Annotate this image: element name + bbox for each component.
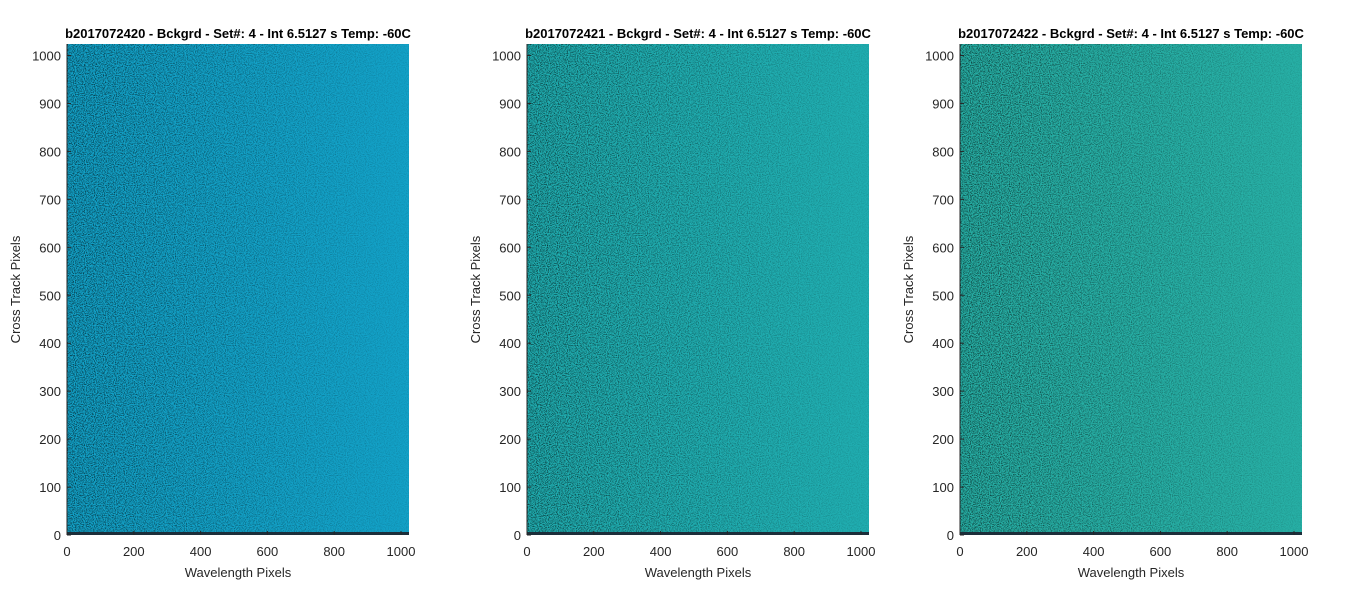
y-tick-label: 1000: [925, 49, 954, 64]
heatmap-noise-layer: [67, 44, 409, 535]
y-tick-label: 0: [947, 528, 954, 543]
y-tick-label: 400: [932, 336, 954, 351]
y-tick-label: 900: [499, 96, 521, 111]
panel-title: b2017072420 - Bckgrd - Set#: 4 - Int 6.5…: [65, 26, 411, 41]
x-tick-label: 0: [63, 544, 70, 559]
y-tick-label: 800: [932, 144, 954, 159]
y-tick-label: 700: [39, 192, 61, 207]
x-axis-label: Wavelength Pixels: [185, 565, 292, 580]
x-tick-label: 800: [783, 544, 805, 559]
y-tick-label: 1000: [32, 49, 61, 64]
y-tick-label: 900: [932, 96, 954, 111]
x-tick-label: 800: [323, 544, 345, 559]
y-tick-label: 500: [932, 288, 954, 303]
x-tick-label: 1000: [847, 544, 876, 559]
x-tick-label: 400: [1083, 544, 1105, 559]
x-tick-label: 1000: [387, 544, 416, 559]
x-tick-label: 200: [583, 544, 605, 559]
y-tick-label: 900: [39, 96, 61, 111]
x-tick-label: 1000: [1280, 544, 1309, 559]
y-tick-label: 800: [39, 144, 61, 159]
y-tick-label: 100: [499, 480, 521, 495]
y-axis-label: Cross Track Pixels: [8, 235, 23, 343]
x-axis-label: Wavelength Pixels: [645, 565, 752, 580]
y-tick-label: 400: [39, 336, 61, 351]
y-tick-label: 200: [932, 432, 954, 447]
dark-bottom-row: [67, 532, 409, 535]
x-tick-label: 200: [123, 544, 145, 559]
dark-bottom-row: [960, 532, 1302, 535]
dark-bottom-row: [527, 532, 869, 535]
heatmap-noise-layer: [527, 44, 869, 535]
heatmap-panel-1: b2017072420 - Bckgrd - Set#: 4 - Int 6.5…: [8, 26, 415, 580]
x-tick-label: 0: [956, 544, 963, 559]
y-tick-label: 800: [499, 144, 521, 159]
heatmap-noise: [67, 44, 409, 535]
y-axis-label: Cross Track Pixels: [901, 235, 916, 343]
heatmap-noise-layer: [960, 44, 1302, 535]
y-tick-label: 0: [54, 528, 61, 543]
x-tick-label: 0: [523, 544, 530, 559]
x-tick-label: 600: [1150, 544, 1172, 559]
y-axis-label: Cross Track Pixels: [468, 235, 483, 343]
x-tick-label: 200: [1016, 544, 1038, 559]
y-tick-label: 400: [499, 336, 521, 351]
x-tick-label: 800: [1216, 544, 1238, 559]
heatmap-panel-3: b2017072422 - Bckgrd - Set#: 4 - Int 6.5…: [901, 26, 1308, 580]
y-tick-label: 600: [932, 240, 954, 255]
panel-title: b2017072421 - Bckgrd - Set#: 4 - Int 6.5…: [525, 26, 871, 41]
y-tick-label: 100: [39, 480, 61, 495]
y-tick-label: 300: [499, 384, 521, 399]
y-tick-label: 700: [499, 192, 521, 207]
heatmap-noise: [527, 44, 869, 535]
y-tick-label: 100: [932, 480, 954, 495]
y-tick-label: 500: [39, 288, 61, 303]
x-tick-label: 400: [190, 544, 212, 559]
y-tick-label: 1000: [492, 49, 521, 64]
y-tick-label: 300: [932, 384, 954, 399]
y-tick-label: 600: [499, 240, 521, 255]
x-axis-label: Wavelength Pixels: [1078, 565, 1185, 580]
heatmap-panel-2: b2017072421 - Bckgrd - Set#: 4 - Int 6.5…: [468, 26, 875, 580]
x-tick-label: 600: [257, 544, 279, 559]
y-tick-label: 300: [39, 384, 61, 399]
y-tick-label: 500: [499, 288, 521, 303]
panel-title: b2017072422 - Bckgrd - Set#: 4 - Int 6.5…: [958, 26, 1304, 41]
y-tick-label: 200: [499, 432, 521, 447]
y-tick-label: 200: [39, 432, 61, 447]
y-tick-label: 700: [932, 192, 954, 207]
y-tick-label: 600: [39, 240, 61, 255]
x-tick-label: 600: [717, 544, 739, 559]
y-tick-label: 0: [514, 528, 521, 543]
x-tick-label: 400: [650, 544, 672, 559]
heatmap-noise: [960, 44, 1302, 535]
